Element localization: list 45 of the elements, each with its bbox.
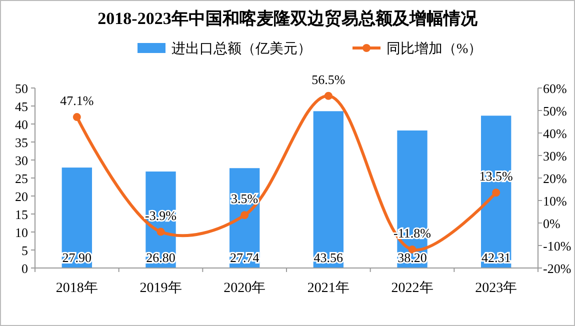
- x-tick-label: 2021年: [307, 280, 350, 296]
- data-label: 43.56: [314, 250, 344, 265]
- data-label: 27.90: [62, 250, 92, 265]
- y-tick-label: 15: [15, 207, 28, 222]
- y2-tick-label: -20%: [543, 261, 572, 276]
- x-tick-label: 2019年: [140, 280, 182, 296]
- x-tick-label: 2020年: [224, 280, 266, 296]
- y-tick-label: 25: [15, 171, 28, 186]
- data-label: 26.80: [146, 250, 176, 265]
- y-tick-label: 40: [15, 117, 28, 132]
- data-label: 47.1%: [60, 93, 94, 108]
- bar: [313, 111, 344, 268]
- data-label: 27.74: [230, 250, 260, 265]
- y-tick-label: 30: [15, 153, 28, 168]
- data-label: 56.5%: [312, 72, 346, 87]
- point: [156, 228, 165, 236]
- y2-tick-label: 20%: [543, 171, 567, 186]
- x-tick-label: 2018年: [56, 280, 98, 296]
- y2-tick-label: 40%: [543, 126, 567, 141]
- legend-label: 同比增加（%）: [386, 41, 482, 57]
- legend-label: 进出口总额（亿美元）: [172, 41, 312, 57]
- chart-title: 2018-2023年中国和喀麦隆双边贸易总额及增幅情况: [98, 9, 478, 28]
- y-tick-label: 50: [15, 81, 28, 96]
- y2-tick-label: 30%: [543, 148, 567, 164]
- x-tick-label: 2023年: [475, 280, 518, 296]
- point: [492, 188, 500, 197]
- x-tick-label: 2022年: [391, 280, 434, 296]
- y-tick-label: 5: [22, 243, 28, 258]
- y-tick-label: 45: [15, 99, 28, 114]
- y2-tick-label: 60%: [543, 81, 567, 96]
- data-label: 38.20: [398, 250, 427, 265]
- y2-tick-label: 50%: [543, 104, 567, 118]
- data-label: -3.9%: [145, 208, 177, 223]
- y2-tick-label: 0%: [543, 216, 560, 231]
- y-tick-label: 10: [15, 225, 28, 240]
- y-tick-label: 35: [15, 135, 28, 150]
- point: [72, 113, 81, 122]
- data-label: 3.5%: [231, 191, 258, 206]
- point: [240, 211, 249, 220]
- y-tick-label: 0: [22, 261, 28, 276]
- data-label: 42.31: [481, 250, 511, 265]
- point: [324, 92, 332, 100]
- y-tick-label: 20: [15, 189, 28, 204]
- y2-tick-label: 10%: [543, 194, 567, 208]
- y2-tick-label: -10%: [543, 238, 572, 254]
